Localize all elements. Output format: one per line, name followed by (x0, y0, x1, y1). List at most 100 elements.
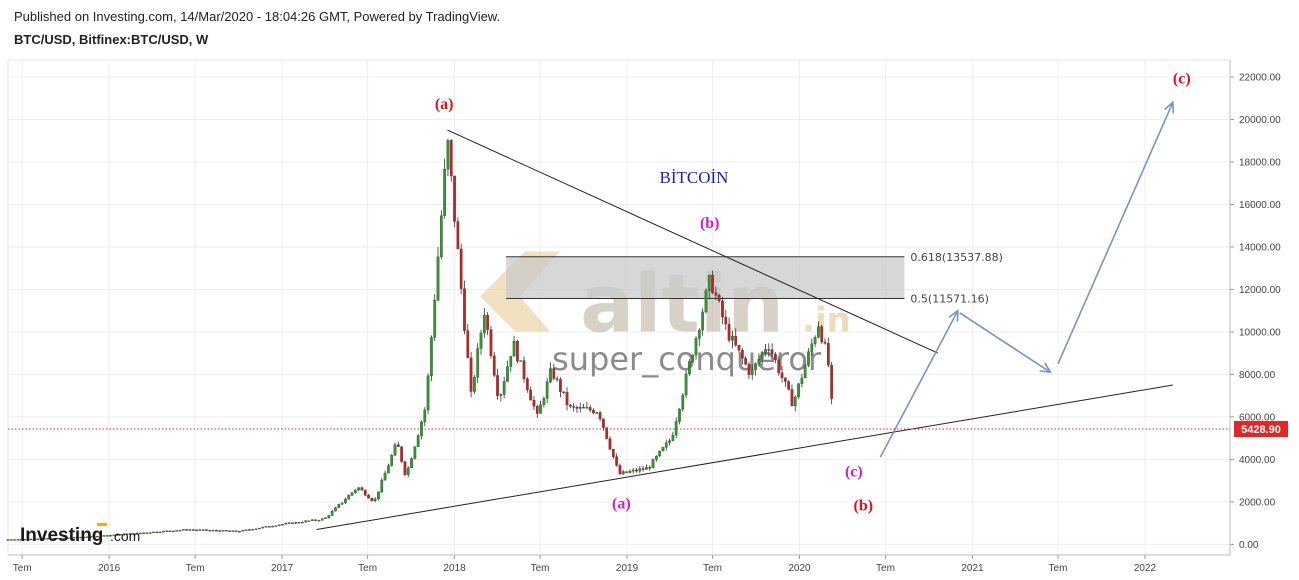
axes: 0.00 2000.00 4000.00 6000.00 8000.00 10000.00… (8, 60, 1288, 574)
candle-down (449, 140, 453, 177)
candle-up (542, 398, 546, 405)
y-tick-label: 4000.00 (1239, 455, 1276, 466)
candle-down (592, 410, 595, 414)
candle-up (307, 520, 311, 522)
candle-up (188, 529, 192, 531)
candle-up (162, 530, 165, 533)
wave-label: (b) (854, 497, 874, 514)
candle-up (317, 520, 321, 522)
candle-up (26, 538, 30, 541)
candle-up (261, 526, 265, 529)
candle-down (787, 381, 790, 390)
candle-up (433, 300, 437, 338)
candle-up (800, 377, 804, 384)
candle-up (9, 539, 13, 541)
y-tick-label: 16000.00 (1239, 200, 1281, 211)
candle-down (565, 392, 569, 406)
candle-up (19, 538, 23, 541)
candle-up (764, 349, 767, 353)
candle-up (16, 539, 20, 541)
candle-up (697, 329, 701, 339)
candle-up (138, 532, 142, 535)
x-tick-label: 2021 (961, 563, 984, 574)
candle-up (49, 538, 53, 540)
y-tick-label: 0.00 (1239, 540, 1259, 551)
wave-label: (b) (700, 215, 720, 232)
watermark-user: super_conqueror (552, 340, 822, 378)
candle-down (105, 535, 109, 537)
candle-up (671, 434, 675, 441)
x-tick-label: Tem (531, 563, 550, 574)
candle-up (383, 472, 387, 481)
candle-up (479, 332, 483, 349)
candle-up (678, 409, 681, 422)
candle-down (820, 326, 824, 343)
candle-up (119, 534, 122, 536)
y-tick-label: 6000.00 (1239, 412, 1276, 423)
candle-up (324, 517, 327, 519)
candle-down (582, 407, 585, 409)
candle-up (76, 537, 79, 539)
candle-down (453, 175, 456, 222)
candle-up (502, 381, 506, 395)
candle-up (102, 535, 106, 537)
candle-up (287, 522, 291, 524)
candle-down (23, 538, 26, 541)
candle-up (681, 394, 685, 410)
candle-up (62, 537, 66, 540)
candle-up (439, 215, 443, 258)
candle-up (423, 409, 427, 423)
candle-up (175, 530, 179, 532)
candle-down (208, 530, 212, 532)
last-price-label: 5428.90 (1241, 424, 1281, 436)
candle-down (195, 529, 198, 531)
candle-down (291, 522, 294, 524)
candle-up (357, 487, 360, 491)
candle-down (790, 389, 794, 407)
candle-up (750, 369, 754, 375)
candle-up (13, 539, 16, 541)
candle-up (254, 528, 258, 530)
candle-down (469, 357, 473, 392)
candle-up (340, 502, 344, 505)
candle-up (125, 533, 129, 535)
candle-up (390, 455, 394, 466)
candle-up (668, 440, 671, 443)
candle-down (396, 444, 400, 447)
wave-label: (c) (845, 463, 863, 480)
candle-up (353, 489, 357, 493)
candle-up (211, 529, 215, 532)
candle-up (39, 538, 43, 540)
candle-up (320, 518, 324, 521)
candle-up (731, 335, 734, 341)
candle-up (69, 537, 73, 539)
candle-up (258, 527, 261, 530)
candle-up (334, 507, 337, 512)
x-tick-label: Tem (13, 563, 32, 574)
symbol-title: BTC/USD, Bitfinex:BTC/USD, W (14, 32, 209, 47)
candle-up (327, 515, 331, 518)
candle-down (615, 456, 618, 466)
fib-level-label: 0.618(13537.88) (910, 251, 1003, 264)
x-tick-label: Tem (703, 563, 722, 574)
candle-down (95, 535, 99, 538)
candle-up (86, 536, 89, 538)
candle-down (496, 375, 499, 396)
candle-up (115, 534, 119, 536)
candle-down (555, 378, 559, 380)
candle-up (519, 360, 523, 362)
candle-down (218, 530, 222, 532)
candle-down (625, 471, 628, 473)
candle-down (228, 530, 231, 532)
chart-title: BİTCOİN (660, 168, 729, 187)
candle-up (473, 377, 476, 392)
candle-up (684, 373, 688, 396)
candle-up (330, 510, 334, 516)
candle-up (310, 519, 314, 521)
candle-down (572, 406, 575, 408)
candle-up (135, 532, 139, 535)
candle-up (294, 522, 298, 524)
candle-down (588, 407, 592, 411)
candle-up (658, 450, 661, 457)
